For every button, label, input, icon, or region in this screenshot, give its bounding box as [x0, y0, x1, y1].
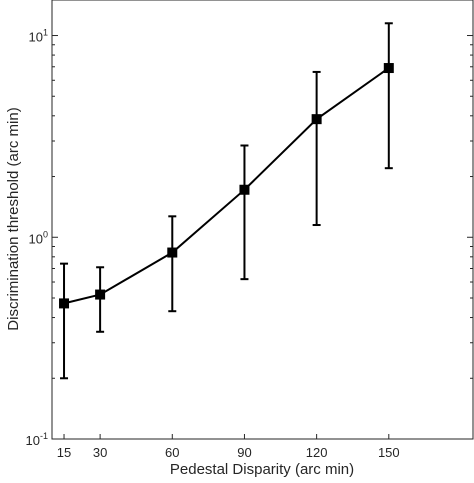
plot-area	[51, 0, 474, 440]
error-bars	[60, 22, 393, 380]
x-tick-label: 90	[237, 445, 251, 460]
y-axis-ticks: 10-1 100 101	[26, 28, 473, 448]
data-point	[311, 114, 322, 125]
data-point	[167, 247, 178, 258]
data-point	[383, 63, 394, 74]
y-axis-label: Discrimination threshold (arc min)	[5, 107, 22, 330]
x-tick-label: 120	[306, 445, 328, 460]
x-tick-label: 60	[165, 445, 179, 460]
x-tick-label: 15	[57, 445, 71, 460]
x-axis-label: Pedestal Disparity (arc min)	[170, 461, 354, 478]
y-tick-label: 10-1	[26, 431, 48, 448]
data-point	[59, 298, 70, 309]
x-axis-ticks: 15 30 60 90 120 150	[57, 434, 400, 460]
y-tick-label: 101	[29, 28, 48, 45]
x-tick-label: 30	[93, 445, 107, 460]
data-point	[95, 289, 106, 300]
series-markers	[59, 63, 394, 309]
x-tick-label: 150	[378, 445, 400, 460]
y-tick-label: 100	[29, 229, 48, 246]
data-point	[239, 184, 250, 195]
series-line	[63, 67, 390, 305]
